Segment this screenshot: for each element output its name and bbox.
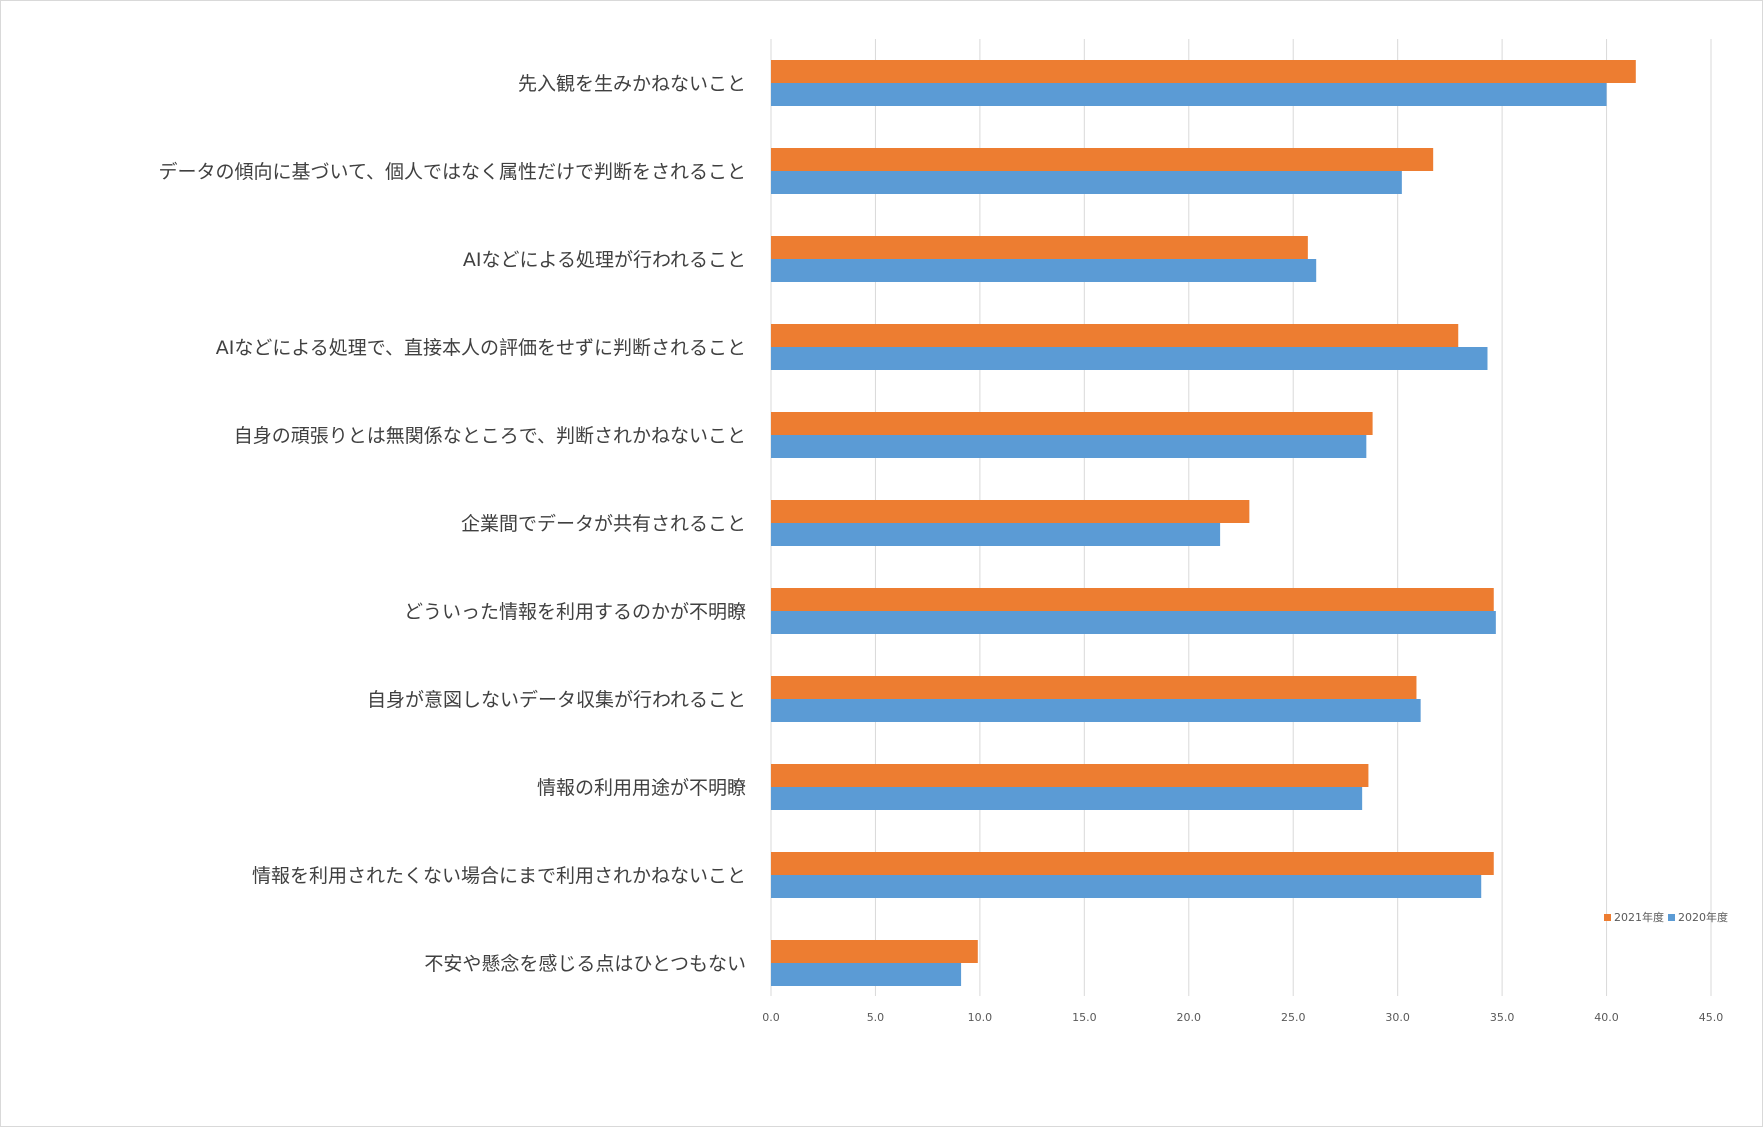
category-label: 自身が意図しないデータ収集が行われること bbox=[367, 689, 746, 711]
bar-2020-0 bbox=[771, 83, 1607, 106]
x-tick-label: 40.0 bbox=[1594, 1011, 1619, 1024]
x-tick-label: 45.0 bbox=[1699, 1011, 1724, 1024]
bar-2021-0 bbox=[771, 60, 1636, 83]
legend-swatch bbox=[1604, 914, 1611, 921]
x-tick-label: 5.0 bbox=[867, 1011, 885, 1024]
legend-swatch bbox=[1668, 914, 1675, 921]
category-label: 不安や懸念を感じる点はひとつもない bbox=[424, 952, 746, 975]
bar-2021-10 bbox=[771, 940, 978, 963]
bar-2020-4 bbox=[771, 435, 1367, 458]
bar-2021-3 bbox=[771, 324, 1459, 347]
bar-2020-2 bbox=[771, 259, 1317, 282]
x-tick-label: 20.0 bbox=[1177, 1011, 1202, 1024]
bar-2021-7 bbox=[771, 676, 1417, 699]
legend-entry: 2020年度 bbox=[1678, 910, 1728, 924]
legend-entry: 2021年度 bbox=[1614, 910, 1664, 924]
bar-2020-1 bbox=[771, 171, 1402, 194]
category-label: 自身の頑張りとは無関係なところで、判断されかねないこと bbox=[234, 425, 746, 447]
category-label: 先入観を生みかねないこと bbox=[518, 73, 746, 95]
bar-2021-1 bbox=[771, 148, 1434, 171]
bars bbox=[771, 60, 1636, 986]
bar-2021-2 bbox=[771, 236, 1308, 259]
bar-2021-4 bbox=[771, 412, 1373, 435]
bar-2020-3 bbox=[771, 347, 1488, 370]
category-label: 企業間でデータが共有されること bbox=[461, 513, 746, 535]
category-label: どういった情報を利用するのかが不明瞭 bbox=[404, 601, 746, 623]
bar-2020-5 bbox=[771, 523, 1221, 546]
category-label: データの傾向に基づいて、個人ではなく属性だけで判断をされること bbox=[159, 161, 746, 183]
bar-2020-6 bbox=[771, 611, 1496, 634]
bar-2021-9 bbox=[771, 852, 1494, 875]
x-tick-label: 35.0 bbox=[1490, 1011, 1515, 1024]
x-tick-label: 30.0 bbox=[1385, 1011, 1410, 1024]
legend: 2021年度 2020年度 bbox=[1604, 910, 1728, 924]
category-label: 情報を利用されたくない場合にまで利用されかねないこと bbox=[252, 865, 746, 887]
category-label: 情報の利用用途が不明瞭 bbox=[537, 777, 746, 799]
x-axis-ticks: 0.0 5.0 10.0 15.0 20.0 25.0 30.0 35.0 40.0 45.0 bbox=[762, 1011, 1723, 1024]
bar-2020-8 bbox=[771, 787, 1363, 810]
x-tick-label: 0.0 bbox=[762, 1011, 780, 1024]
bar-2020-7 bbox=[771, 699, 1421, 722]
x-tick-label: 25.0 bbox=[1281, 1011, 1306, 1024]
bar-2020-9 bbox=[771, 875, 1482, 898]
bar-2021-5 bbox=[771, 500, 1250, 523]
category-label: AIなどによる処理が行われること bbox=[463, 249, 746, 271]
bar-2021-6 bbox=[771, 588, 1494, 611]
bar-2020-10 bbox=[771, 963, 962, 986]
category-label: AIなどによる処理で、直接本人の評価をせずに判断されること bbox=[216, 337, 746, 359]
category-labels: 先入観を生みかねないことデータの傾向に基づいて、個人ではなく属性だけで判断をされ… bbox=[159, 73, 746, 975]
bar-2021-8 bbox=[771, 764, 1369, 787]
x-tick-label: 10.0 bbox=[968, 1011, 993, 1024]
x-tick-label: 15.0 bbox=[1072, 1011, 1097, 1024]
